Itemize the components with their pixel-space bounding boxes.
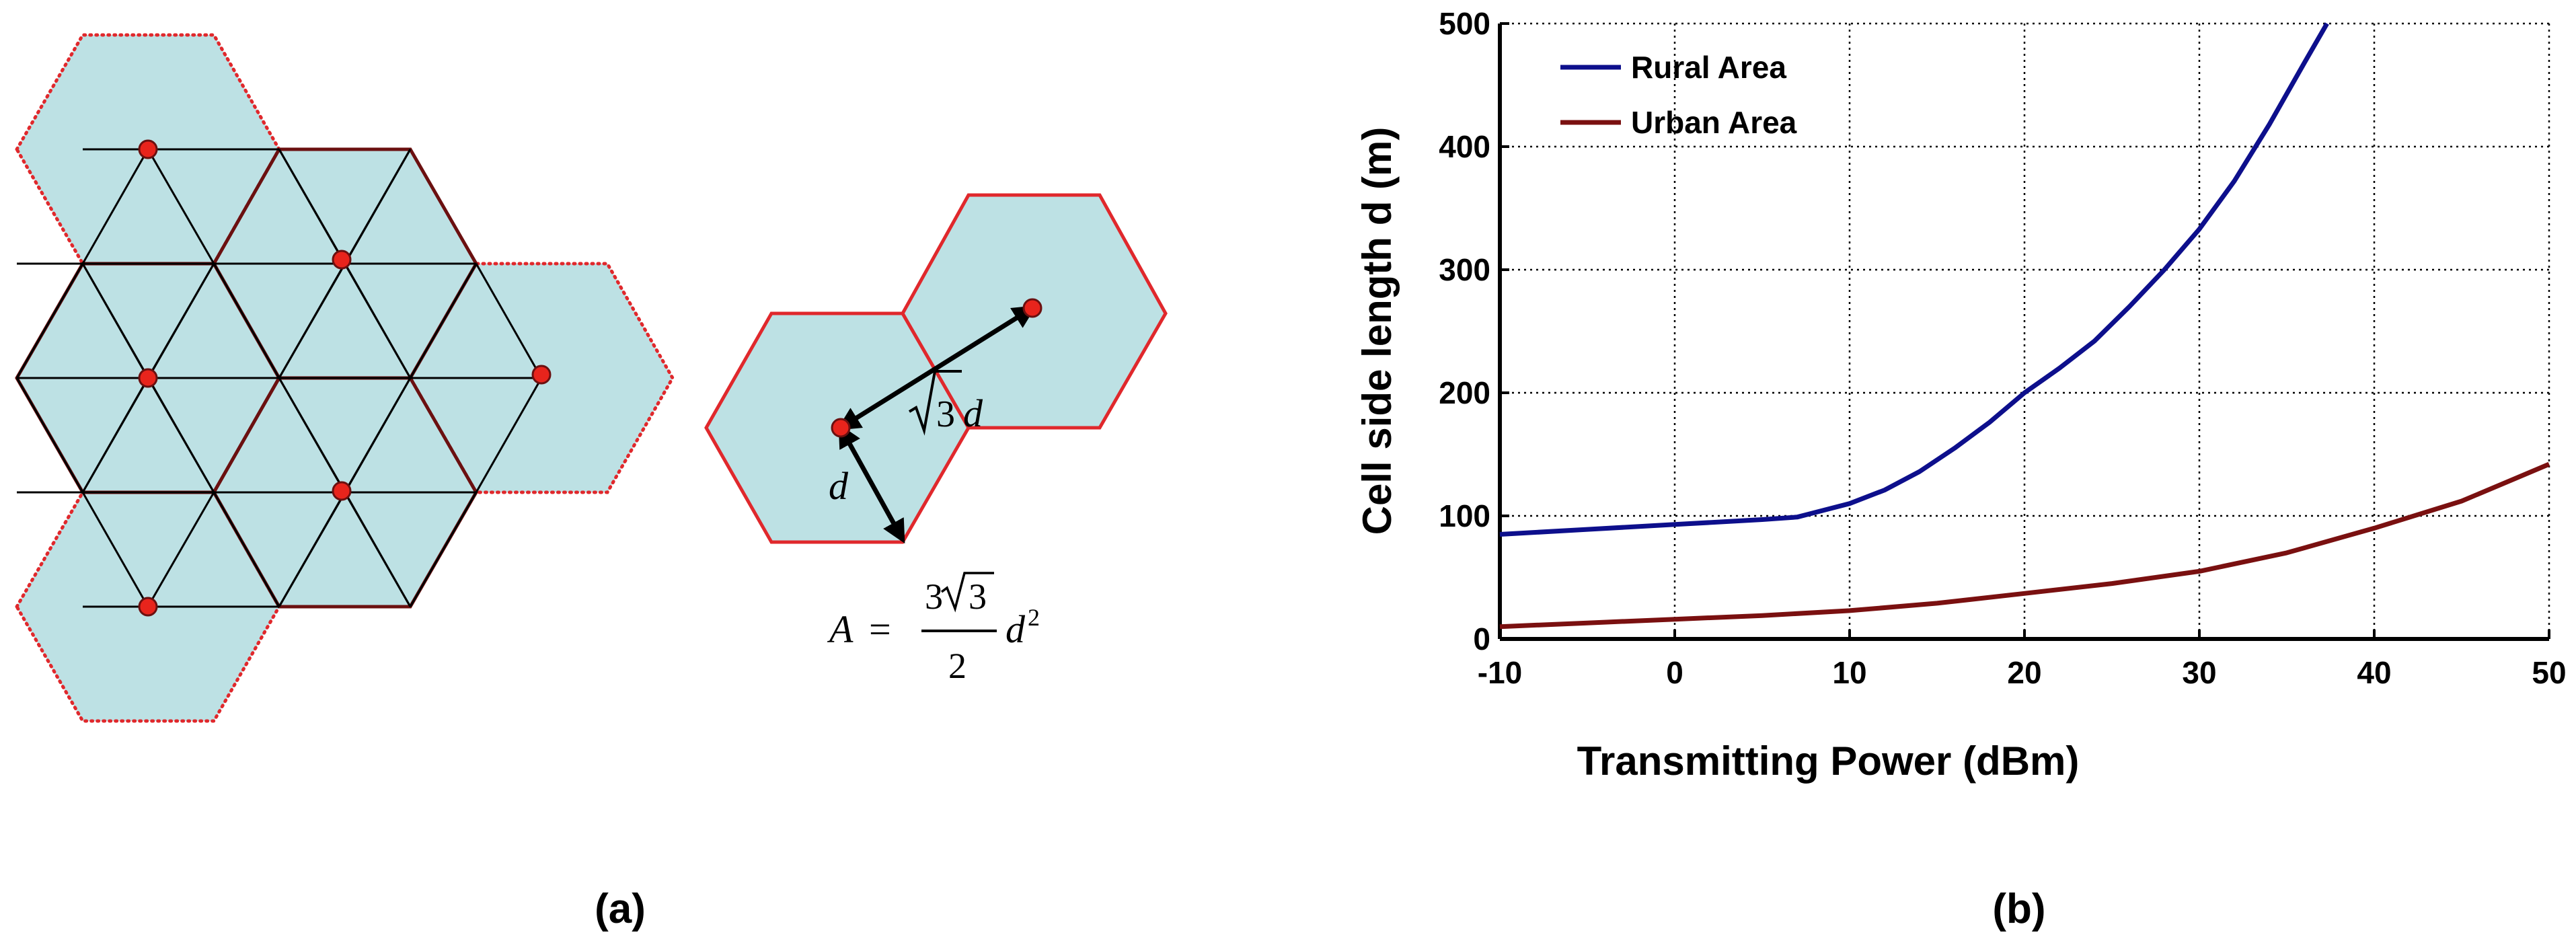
lattice-line <box>475 377 543 493</box>
side-length-label: d <box>829 464 849 508</box>
chart-series <box>1499 22 2550 630</box>
lattice-line <box>344 492 412 607</box>
lattice-line <box>344 377 412 493</box>
x-axis-label: Transmitting Power (dBm) <box>1577 738 2080 784</box>
formula-denominator: 2 <box>948 646 967 686</box>
area-formula: A = 3 3 2 d 2 <box>827 572 1040 686</box>
neighbor-distance-var: d <box>963 391 983 435</box>
lattice-line <box>278 377 346 493</box>
lattice-line <box>409 492 478 607</box>
formula-lhs: A <box>827 607 854 651</box>
x-tick-label: 30 <box>2182 655 2216 690</box>
lattice-line <box>344 149 412 264</box>
series-line-urban-area <box>1499 461 2550 630</box>
cell-node-pair-right <box>1022 298 1043 318</box>
x-tick-labels: -10 0 10 20 30 40 50 <box>1478 655 2567 690</box>
lattice-line <box>409 263 478 379</box>
cell-node-pair-left <box>831 418 851 438</box>
cell-node <box>531 365 552 385</box>
neighbor-distance-arrow <box>837 305 1036 430</box>
legend-entry: Urban Area <box>1631 105 1797 140</box>
formula-numerator-root: 3 <box>969 576 987 617</box>
lattice-line <box>475 263 543 379</box>
lattice-line <box>147 492 215 607</box>
lattice-line <box>147 377 215 493</box>
formula-equals: = <box>869 607 891 651</box>
y-tick-label: 200 <box>1439 375 1490 410</box>
panel-a-label: (a) <box>595 886 646 932</box>
y-tick-label: 300 <box>1439 252 1490 287</box>
chart-legend: Rural Area Urban Area <box>1560 50 1797 140</box>
cell-node <box>332 481 352 501</box>
chart-axes <box>1498 22 2550 641</box>
lattice-line <box>15 377 84 493</box>
lattice-line <box>81 492 149 607</box>
formula-variable: d <box>1006 607 1026 651</box>
x-tick-label: -10 <box>1478 655 1522 690</box>
lattice-line <box>278 492 346 607</box>
lattice-line <box>147 263 215 379</box>
y-tick-label: 0 <box>1473 621 1490 656</box>
formula-exponent: 2 <box>1028 604 1040 631</box>
x-tick-label: 20 <box>2007 655 2041 690</box>
x-tick-label: 50 <box>2532 655 2566 690</box>
lattice-line <box>81 377 149 493</box>
series-line-rural-area <box>1499 22 2329 537</box>
cell-node <box>332 250 352 270</box>
lattice-line <box>15 263 84 379</box>
y-axis-label: Cell side length d (m) <box>1355 127 1400 535</box>
panel-b-label: (b) <box>1992 886 2045 932</box>
neighbor-distance-root: 3 <box>936 393 955 435</box>
cell-node <box>138 368 158 388</box>
y-tick-label: 400 <box>1439 129 1490 164</box>
cell-nodes <box>138 139 552 617</box>
lattice-line <box>213 263 280 379</box>
y-tick-label: 500 <box>1439 6 1490 41</box>
lattice-line <box>278 149 346 264</box>
cell-node <box>138 139 158 159</box>
lattice-line <box>147 149 215 264</box>
neighbor-distance-label: 3 d <box>908 370 983 436</box>
lattice-line <box>81 149 149 264</box>
panel-a-diagram: 3 d d A = 3 3 2 d 2 (a) <box>15 33 1168 932</box>
lattice-line <box>344 263 412 379</box>
x-tick-label: 0 <box>1666 655 1683 690</box>
lattice-line <box>213 492 280 607</box>
y-tick-labels: 0 100 200 300 400 500 <box>1439 6 1490 656</box>
lattice-line <box>278 263 346 379</box>
x-tick-label: 10 <box>1832 655 1866 690</box>
cell-node <box>138 597 158 617</box>
lattice-line <box>81 263 149 379</box>
side-length-arrow <box>838 423 905 544</box>
x-tick-label: 40 <box>2357 655 2391 690</box>
formula-numerator-coef: 3 <box>925 576 943 617</box>
legend-entry: Rural Area <box>1631 50 1786 85</box>
y-tick-label: 100 <box>1439 498 1490 533</box>
